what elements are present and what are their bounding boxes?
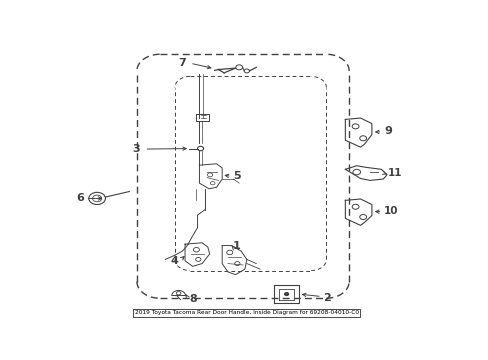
Text: 1: 1 — [232, 241, 240, 251]
Text: 10: 10 — [383, 206, 398, 216]
Circle shape — [284, 293, 288, 296]
Text: 8: 8 — [189, 294, 197, 304]
Text: 7: 7 — [178, 58, 186, 68]
Text: 9: 9 — [383, 126, 391, 136]
Text: 11: 11 — [387, 168, 402, 179]
Text: 2019 Toyota Tacoma Rear Door Handle, Inside Diagram for 69208-04010-C0: 2019 Toyota Tacoma Rear Door Handle, Ins… — [135, 310, 358, 315]
Text: 2: 2 — [323, 293, 330, 303]
Text: 6: 6 — [76, 193, 84, 203]
Text: 3: 3 — [132, 144, 140, 153]
Text: 5: 5 — [233, 171, 241, 181]
Text: 4: 4 — [170, 256, 178, 266]
